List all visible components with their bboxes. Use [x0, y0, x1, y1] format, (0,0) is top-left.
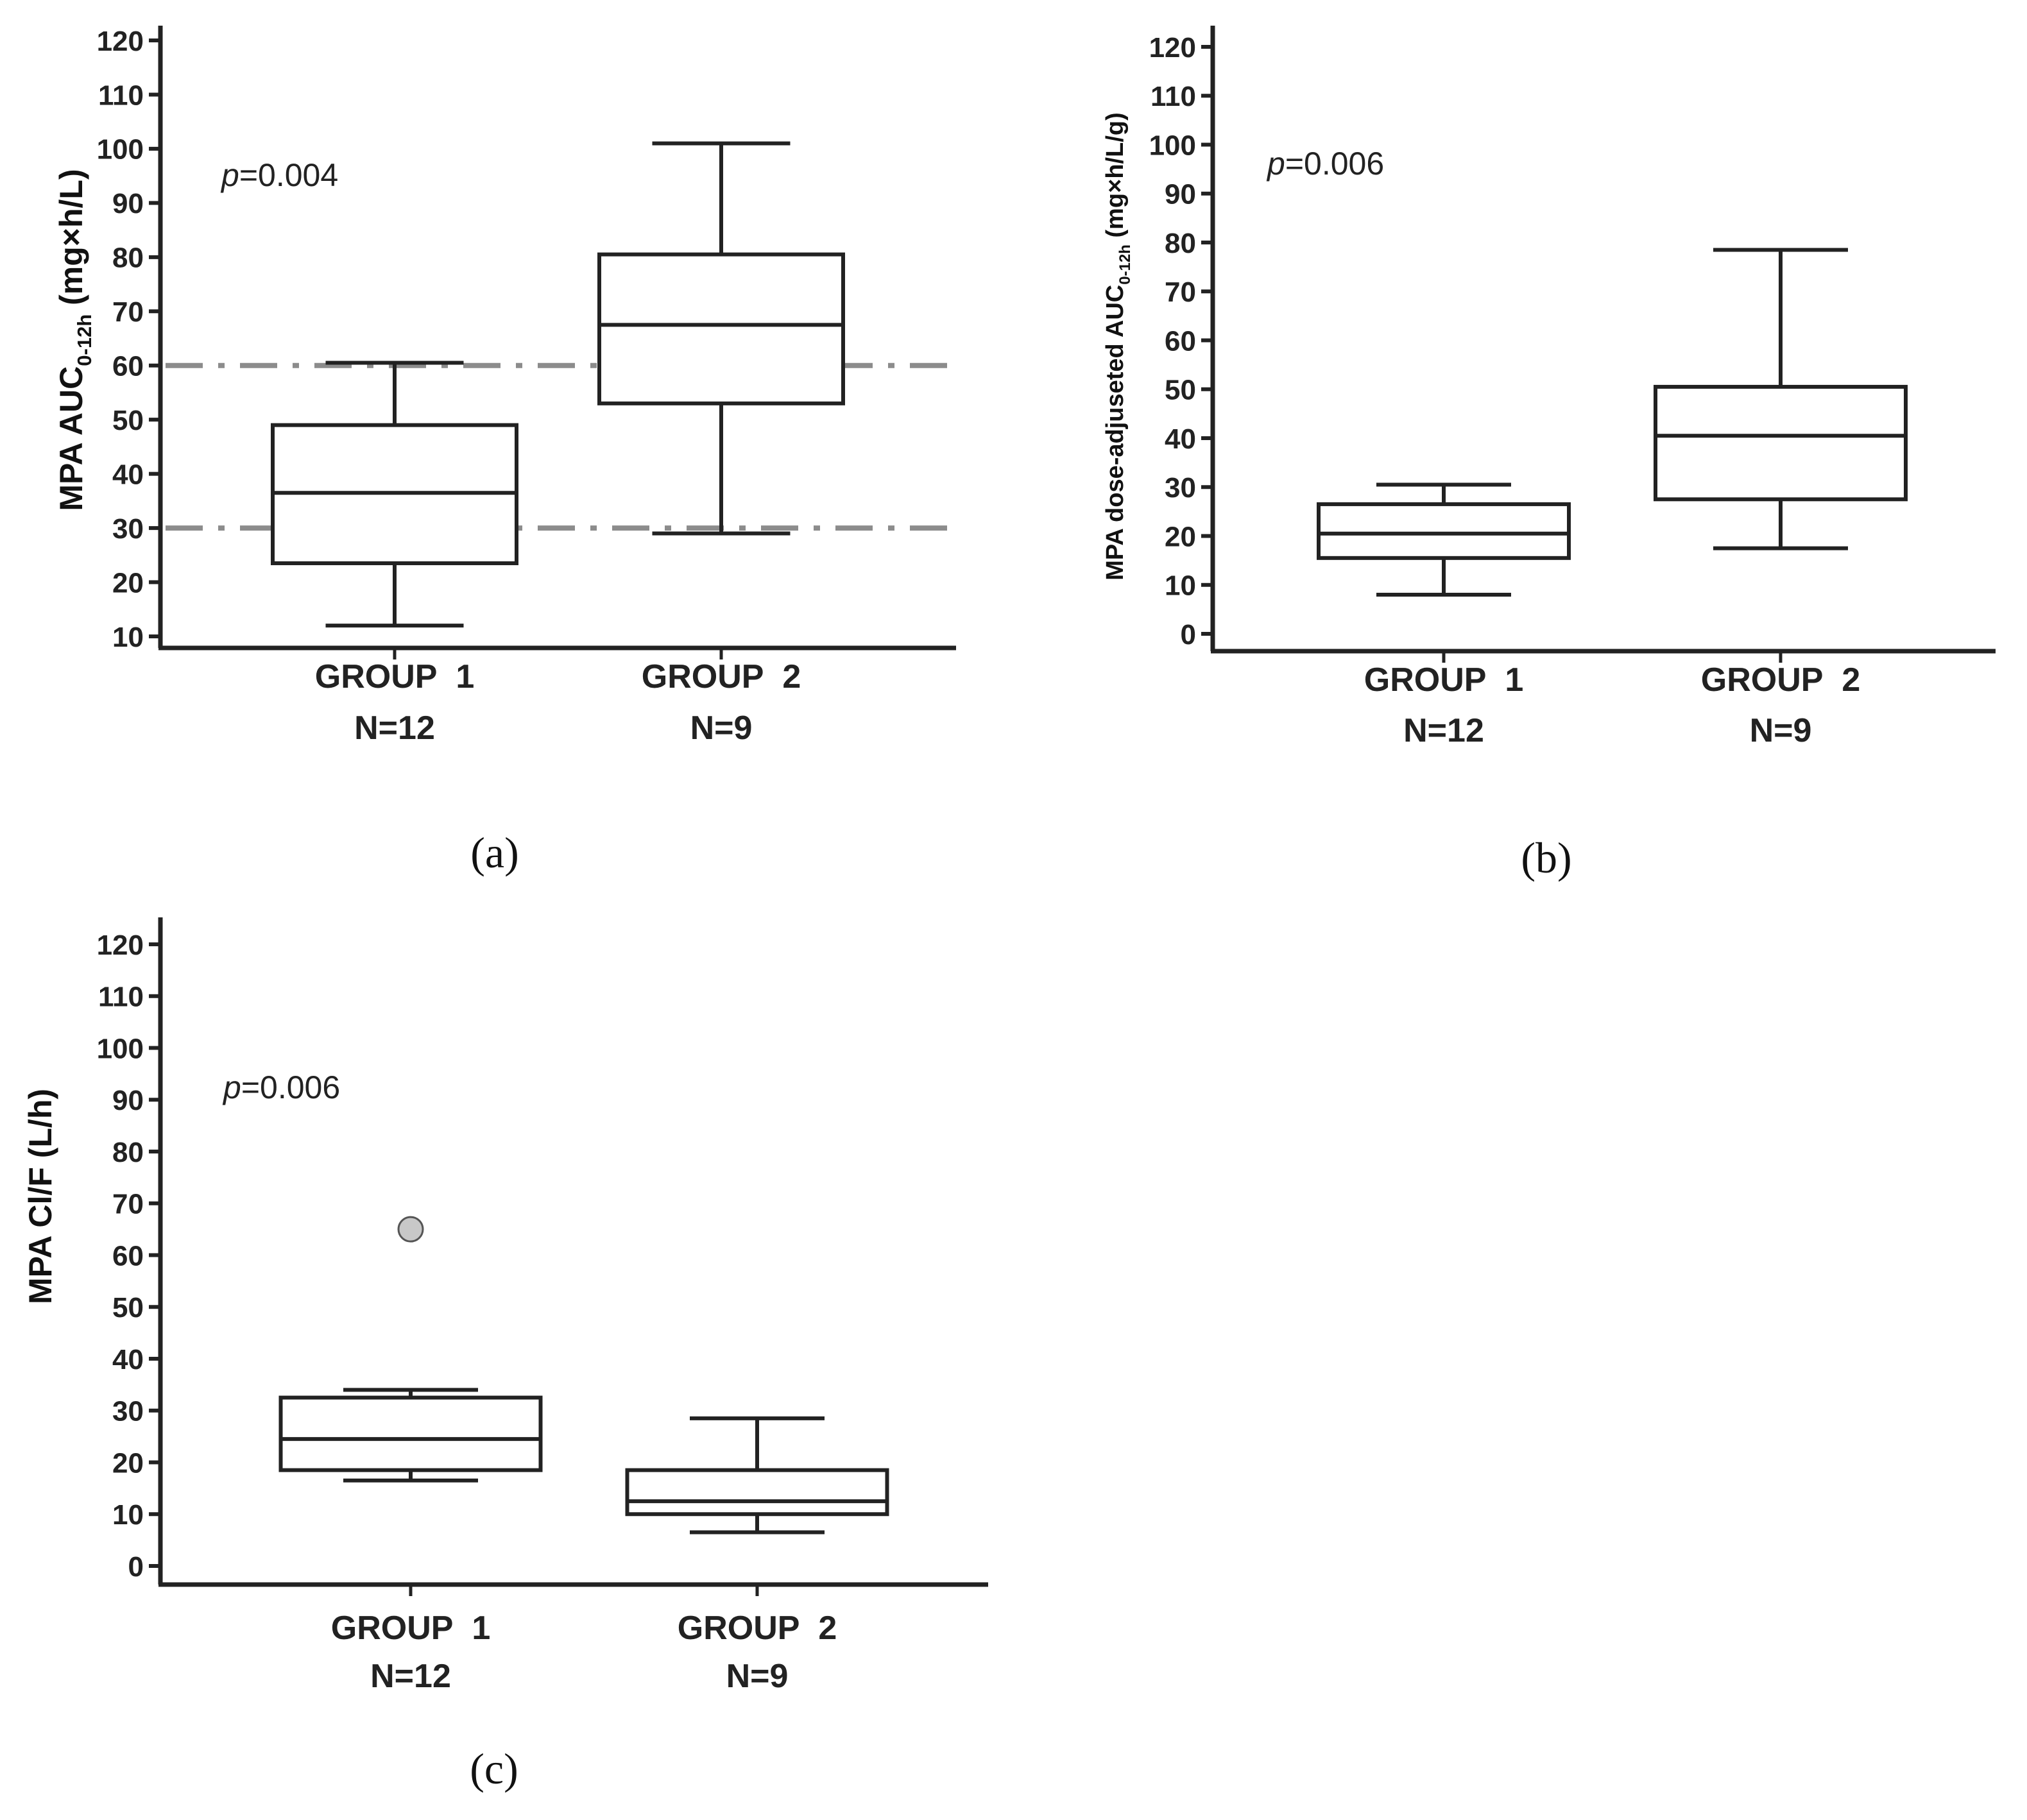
category-label: GROUP 1	[1364, 661, 1524, 699]
category-n-label: N=9	[690, 710, 753, 747]
y-tick-label: 90	[112, 1085, 144, 1116]
box-1	[1317, 482, 1571, 663]
y-tick-label: 90	[112, 188, 144, 219]
category-n-label: N=9	[726, 1658, 789, 1695]
y-tick-label: 10	[1165, 570, 1196, 602]
y-tick-label: 20	[112, 567, 144, 599]
y-tick-label: 0	[1181, 619, 1196, 651]
chart-panel-c: 0 10 20 30 40 50 60 70 80 90 100 110 120 GROUP 1 N=12 G…	[22, 917, 988, 1793]
y-axis-label: MPA AUC0-12h (mg×h/L)	[53, 169, 96, 511]
y-tick-label: 110	[1150, 81, 1196, 112]
category-n-label: N=12	[1403, 712, 1484, 749]
interquartile-box	[597, 252, 845, 405]
category-n-label: N=9	[1750, 712, 1812, 749]
y-tick-label: 120	[1149, 32, 1196, 64]
panel-label: (a)	[470, 828, 518, 877]
y-tick-label: 60	[112, 1240, 144, 1271]
box-2	[625, 1416, 889, 1596]
p-value-annotation: p=0.004	[220, 157, 338, 193]
y-axis-label: MPA Cl/F (L/h)	[22, 1089, 58, 1304]
interquartile-box	[1317, 502, 1571, 560]
panel-label: (b)	[1521, 833, 1571, 882]
interquartile-box	[278, 1395, 543, 1472]
box-2	[597, 141, 845, 659]
y-tick-label: 110	[98, 982, 144, 1013]
category-n-label: N=12	[354, 710, 435, 747]
box-1	[278, 1216, 543, 1596]
p-value-annotation: p=0.006	[222, 1069, 340, 1105]
y-tick-label: 60	[1165, 325, 1196, 357]
y-tick-label: 100	[97, 1033, 144, 1064]
box-1	[271, 361, 518, 659]
y-tick-label: 20	[1165, 521, 1196, 552]
panel-label: (c)	[470, 1744, 518, 1793]
y-tick-label: 70	[112, 1189, 144, 1220]
y-tick-label: 70	[112, 296, 144, 328]
y-tick-label: 30	[1165, 472, 1196, 504]
y-tick-label: 50	[1165, 375, 1196, 406]
y-tick-label: 70	[1165, 276, 1196, 308]
y-tick-label: 120	[97, 930, 144, 961]
category-n-label: N=12	[370, 1658, 451, 1695]
box-2	[1654, 248, 1908, 663]
outlier-point	[397, 1216, 424, 1243]
chart-panel-b: 0 10 20 30 40 50 60 70 80 90 100 110 120 GROUP 1 N=12 G…	[1102, 26, 1996, 882]
y-tick-label: 30	[112, 513, 144, 545]
y-tick-label: 90	[1165, 179, 1196, 210]
category-label: GROUP 1	[331, 1610, 491, 1647]
y-axis-label: MPA dose-adjuseted AUC0-12h (mg×h/L/g)	[1102, 112, 1134, 581]
y-tick-label: 80	[112, 1137, 144, 1168]
y-tick-label: 40	[1165, 423, 1196, 455]
category-label: GROUP 2	[1701, 661, 1861, 699]
category-label: GROUP 2	[642, 658, 801, 695]
y-tick-label: 100	[97, 134, 144, 166]
category-label: GROUP 2	[678, 1610, 837, 1647]
p-value-annotation: p=0.006	[1266, 146, 1384, 182]
y-tick-label: 20	[112, 1447, 144, 1479]
y-tick-label: 10	[112, 1499, 144, 1531]
y-tick-label: 50	[112, 1292, 144, 1323]
interquartile-box	[1654, 384, 1908, 502]
y-tick-label: 80	[1165, 228, 1196, 259]
y-tick-label: 40	[112, 1344, 144, 1375]
interquartile-box	[625, 1468, 889, 1517]
y-tick-label: 110	[98, 80, 144, 111]
y-tick-label: 60	[112, 351, 144, 382]
chart-panel-a: 10 20 30 40 50 60 70 80 90 100 110 120 GROUP 1 N=12 GR…	[53, 26, 956, 877]
y-tick-label: 50	[112, 405, 144, 436]
y-tick-label: 120	[97, 26, 144, 57]
y-tick-label: 80	[112, 242, 144, 274]
y-tick-label: 10	[112, 622, 144, 653]
y-tick-label: 0	[128, 1551, 144, 1583]
y-tick-label: 30	[112, 1396, 144, 1427]
category-label: GROUP 1	[315, 658, 475, 695]
y-tick-label: 100	[1149, 130, 1196, 161]
y-tick-label: 40	[112, 459, 144, 490]
